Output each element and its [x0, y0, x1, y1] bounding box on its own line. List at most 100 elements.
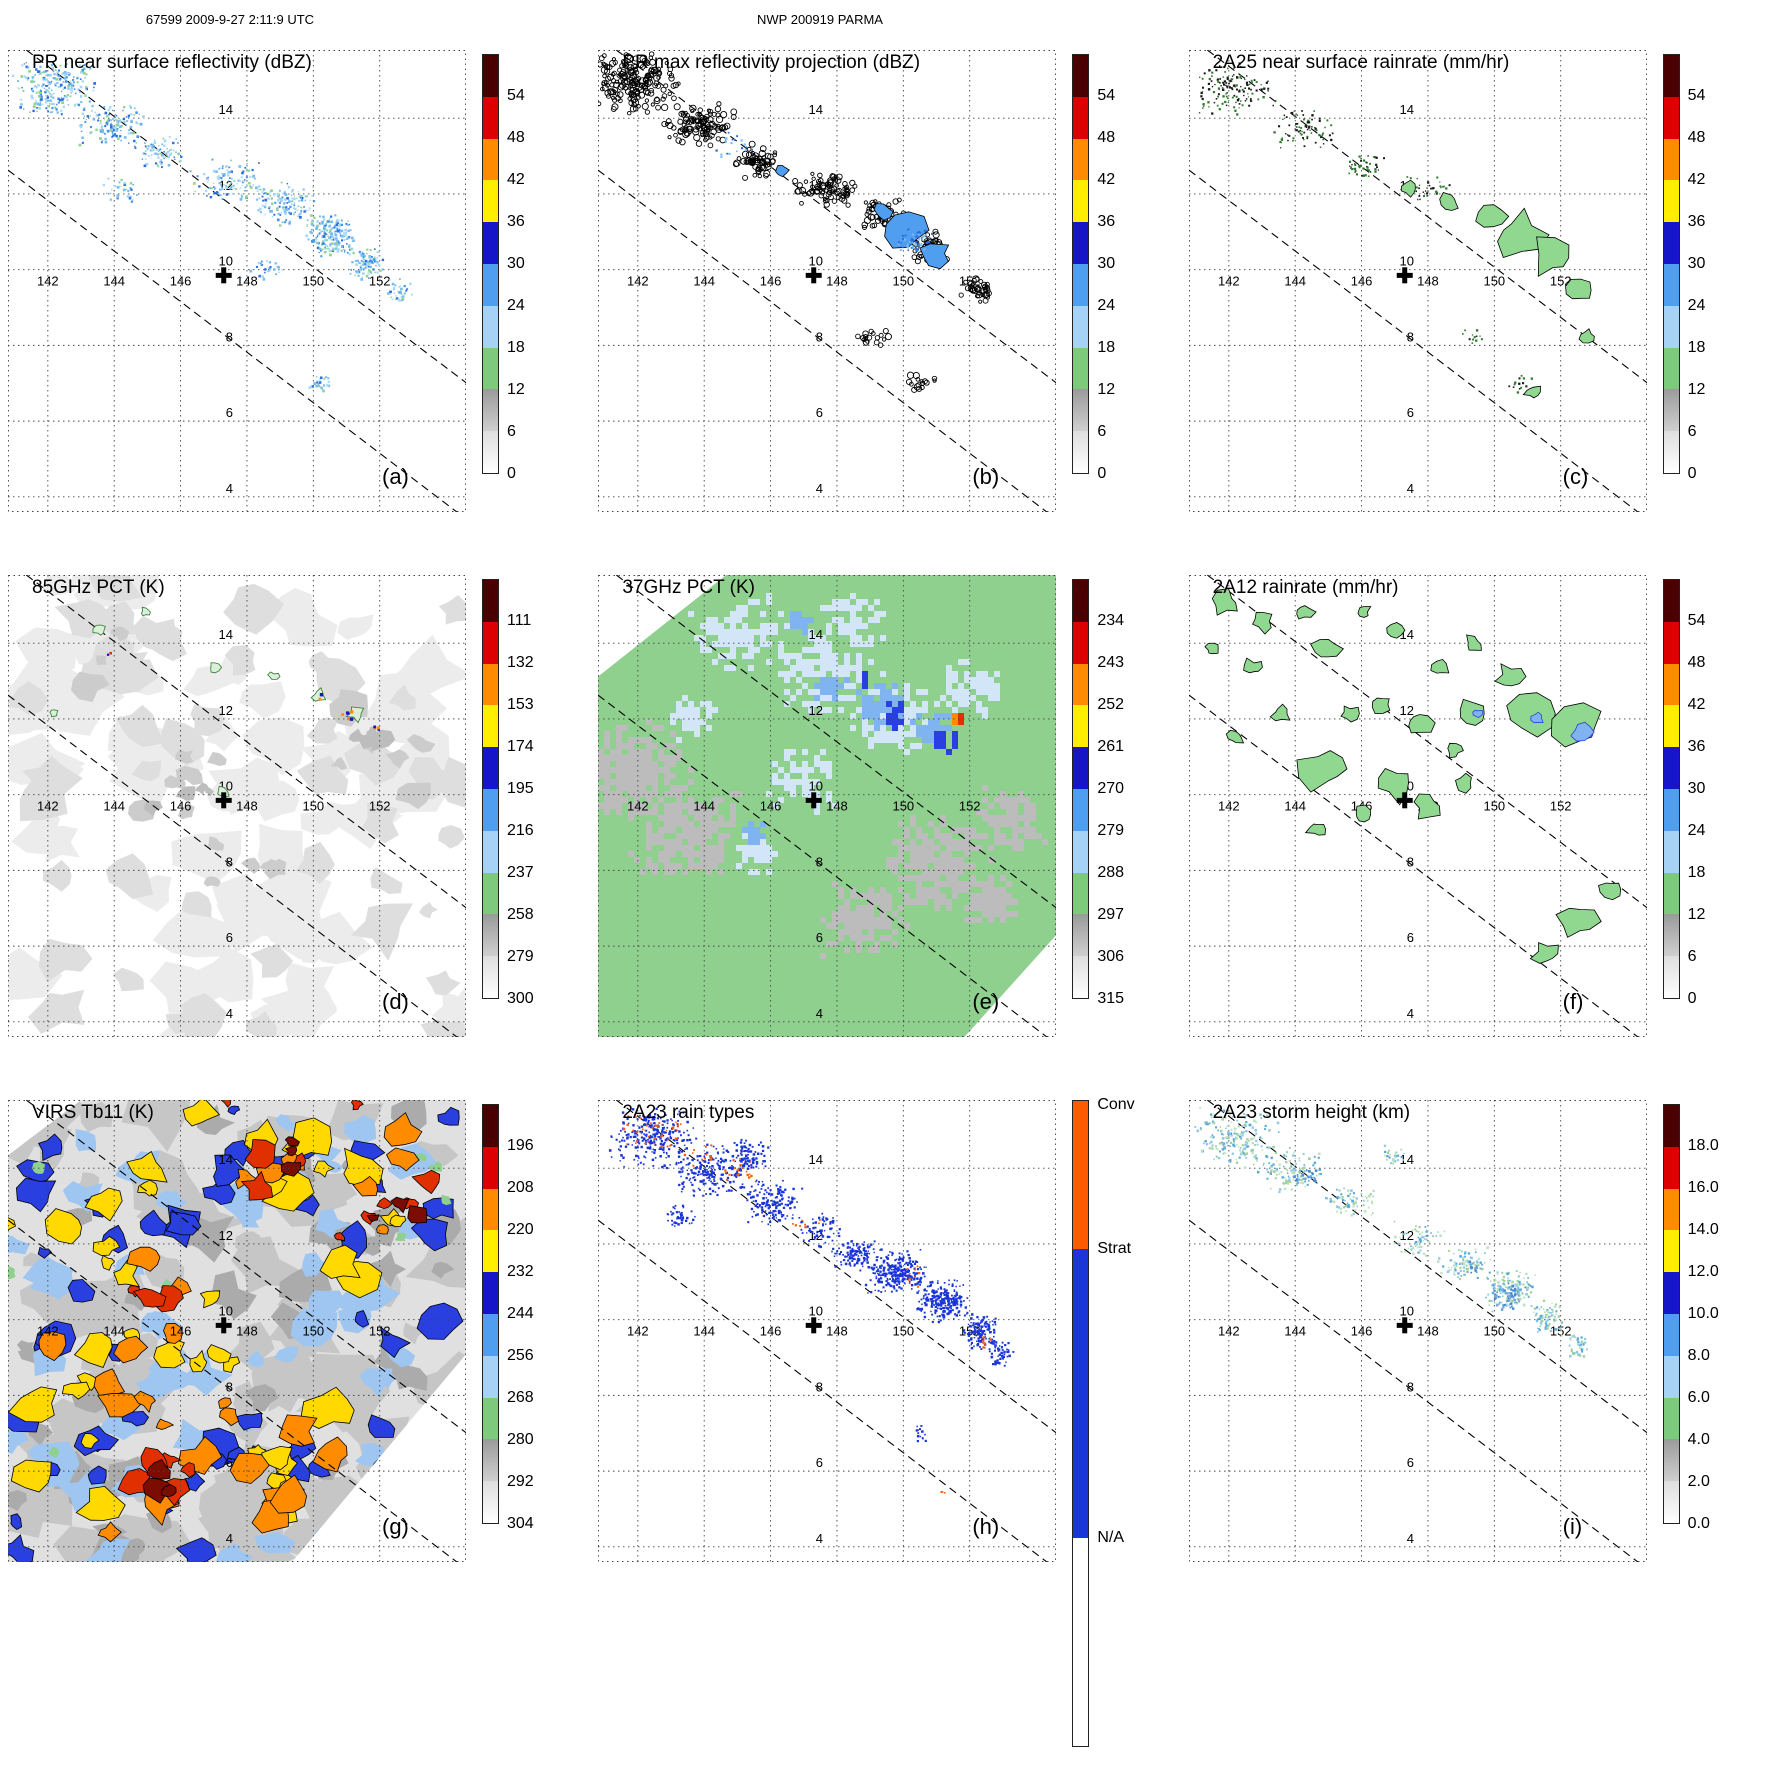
colorbar-tick-label: 234: [1097, 612, 1125, 629]
lon-tick-label: 150: [302, 799, 324, 814]
colorbar-segment: [483, 96, 498, 139]
lat-tick-label: 4: [816, 1531, 823, 1546]
colorbar-tick-label: 36: [1687, 738, 1706, 755]
colorbar-segment: [1663, 1105, 1679, 1147]
colorbar-tick-label: 42: [1687, 696, 1706, 713]
colorbar-segment: [483, 621, 498, 664]
swath-edge-line: [25, 50, 466, 384]
colorbar-f: 54 48 42 36 30 24 18 12 6 0: [1662, 579, 1733, 1007]
colorbar-tick-label: 18: [1687, 864, 1706, 881]
swath-edge-line: [1188, 694, 1638, 1037]
colorbar-tick-label: 12: [1687, 906, 1706, 923]
colorbar-tick-label: 30: [1687, 780, 1706, 797]
lon-tick-label: 152: [1550, 274, 1572, 289]
lat-tick-label: 6: [816, 930, 823, 945]
lon-tick-label: 152: [1550, 799, 1572, 814]
lon-tick-label: 146: [760, 274, 782, 289]
storm-center-marker: [1396, 1317, 1413, 1334]
colorbar-segment: [483, 705, 498, 748]
colorbar-tick-label: 24: [1687, 297, 1706, 314]
panel-i: 142 144 146 148 150 152 14 12 10 8 6 4 2A23 storm he…: [1181, 1076, 1771, 1601]
lon-tick-label: 146: [760, 1324, 782, 1339]
colorbar-tick-label: 48: [1687, 654, 1706, 671]
swath-edge-line: [1206, 575, 1647, 909]
lat-tick-label: 4: [1406, 1006, 1413, 1021]
colorbar-segment: [483, 263, 498, 306]
colorbar-segment: [483, 1146, 498, 1189]
colorbar-zone: [1073, 1101, 1089, 1250]
colorbar-segment: [483, 180, 498, 223]
lon-tick-label: 144: [694, 799, 716, 814]
colorbar-tick-label: 42: [507, 171, 525, 188]
colorbar-tick-label: 0.0: [1687, 1515, 1710, 1532]
swath-edge-line: [616, 50, 1057, 384]
colorbar-tick-label: 208: [507, 1179, 534, 1196]
colorbar-segment: [1073, 305, 1089, 348]
map-e: 142 144 146 148 150 152 14 12 10 8 6 4: [598, 575, 1057, 1037]
swath-edge-line: [1188, 1219, 1638, 1562]
colorbar-zone-label: Strat: [1097, 1239, 1132, 1257]
lon-tick-label: 144: [1284, 1324, 1306, 1339]
colorbar-segment: [483, 347, 498, 390]
lat-tick-label: 8: [226, 1379, 233, 1394]
panel-b: 142 144 146 148 150 152 14 12 10 8 6 4 PR max reflec…: [590, 26, 1180, 551]
colorbar-tick-label: 174: [507, 738, 534, 755]
colorbar-segment: [1663, 55, 1679, 97]
colorbar-tick-label: 258: [507, 906, 534, 923]
colorbar-segment: [1663, 580, 1679, 622]
colorbar-segment: [483, 788, 498, 831]
colorbar-tick-label: 18.0: [1687, 1137, 1719, 1154]
lon-tick-label: 142: [37, 799, 59, 814]
colorbar-segment: [1073, 180, 1089, 223]
speckle-field: [11, 60, 413, 393]
colorbar-segment: [483, 1397, 498, 1440]
colorbar-tick-label: 24: [1097, 297, 1116, 314]
colorbar-tick-label: 256: [507, 1347, 534, 1364]
panel-letter-h: (h): [972, 1514, 1000, 1539]
colorbar-c: 54 48 42 36 30 24 18 12 6 0: [1662, 54, 1733, 482]
panel-d: 142 144 146 148 150 152 14 12 10 8 6 4 85GHz PCT (K)…: [0, 551, 590, 1076]
panel-c: 142 144 146 148 150 152 14 12 10 8 6 4 2A25 near sur…: [1181, 26, 1771, 551]
swath-edge-line: [25, 1100, 466, 1434]
colorbar-tick-label: 18: [1687, 339, 1706, 356]
colorbar-segment: [1073, 621, 1089, 664]
colorbar-tick-label: 48: [1097, 129, 1116, 146]
colorbar-segment: [483, 55, 498, 97]
lon-tick-label: 142: [627, 1324, 649, 1339]
lon-tick-label: 142: [37, 1324, 59, 1339]
colorbar-segment: [483, 1105, 498, 1147]
lat-tick-label: 8: [816, 1379, 823, 1394]
blob-field: [8, 575, 466, 1037]
lat-tick-label: 4: [226, 481, 233, 496]
lat-tick-label: 10: [809, 1304, 823, 1319]
colorbar-segment: [1663, 96, 1679, 139]
storm-center-marker: [806, 792, 823, 809]
colorbar-segment: [1663, 180, 1679, 223]
swath-edge-line: [598, 169, 1048, 512]
colorbar-tick-label: 279: [1097, 822, 1125, 839]
colorbar-segment: [1073, 830, 1089, 873]
colorbar-segment: [1073, 389, 1089, 432]
colorbar-tick-label: 153: [507, 696, 534, 713]
lat-tick-label: 12: [809, 703, 823, 718]
colorbar-segment: [1073, 872, 1089, 915]
colorbar-tick-label: 18: [1097, 339, 1116, 356]
lon-tick-label: 148: [236, 799, 258, 814]
lon-tick-label: 146: [170, 799, 192, 814]
colorbar-tick-label: 315: [1097, 990, 1125, 1007]
lon-tick-label: 150: [302, 1324, 324, 1339]
colorbar-tick-label: 36: [507, 213, 525, 230]
panel-title-i: 2A23 storm height (km): [1212, 1102, 1411, 1123]
colorbar-segment: [1073, 263, 1089, 306]
colorbar-tick-label: 30: [1687, 255, 1706, 272]
lat-tick-label: 8: [816, 854, 823, 869]
colorbar-tick-label: 48: [507, 129, 525, 146]
lat-tick-label: 4: [226, 1006, 233, 1021]
lon-tick-label: 152: [369, 274, 391, 289]
panel-letter-b: (b): [972, 464, 1000, 489]
